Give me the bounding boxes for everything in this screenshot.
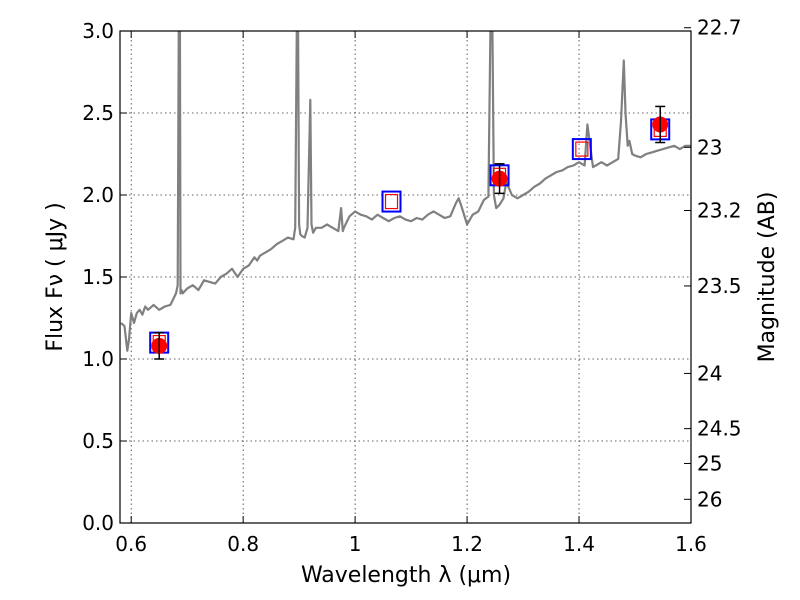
x-tick-label: 1.4: [563, 532, 595, 556]
y2-tick-label: 24.5: [697, 417, 742, 441]
x-tick-label: 1.6: [675, 532, 707, 556]
spectrum-line: [120, 31, 691, 352]
x-tick-label: 0.6: [115, 532, 147, 556]
grid-layer: [120, 30, 692, 524]
y-tick-label: 0.5: [82, 429, 114, 453]
model-point-outer: [381, 190, 402, 213]
plot-layer: [120, 31, 691, 360]
y-tick-label: 2.0: [82, 183, 114, 207]
x-tick-label: 1: [349, 532, 362, 556]
y-tick-label: 2.5: [82, 101, 114, 125]
y2-axis-label: Magnitude (AB): [755, 192, 780, 363]
model-point-inner: [384, 193, 399, 210]
y-tick-label: 1.5: [82, 265, 114, 289]
y-tick-label: 0.0: [82, 511, 114, 535]
y2-tick-label: 23: [697, 135, 722, 159]
y-tick-label: 1.0: [82, 347, 114, 371]
y2-tick-label: 23.2: [697, 199, 742, 223]
y-tick-label: 3.0: [82, 19, 114, 43]
x-tick-label: 1.2: [451, 532, 483, 556]
y-axis-label: Flux Fν ( μJy ): [43, 202, 68, 351]
y2-tick-label: 24: [697, 361, 722, 385]
x-axis-label: Wavelength λ (μm): [301, 563, 511, 588]
model-point-outer: [571, 138, 592, 161]
model-point-inner: [575, 141, 589, 157]
y2-tick-label: 25: [697, 451, 722, 475]
y2-tick-label: 22.7: [697, 16, 742, 40]
tick-layer: 0.6 0.8 1 1.2 1.4 1.6 0.0 0.5 1.0 1.5 2.0 2.5 3.0 22.…: [82, 16, 741, 556]
y2-tick-label: 23.5: [697, 274, 742, 298]
x-tick-label: 0.8: [227, 532, 259, 556]
y2-tick-label: 26: [697, 487, 722, 511]
